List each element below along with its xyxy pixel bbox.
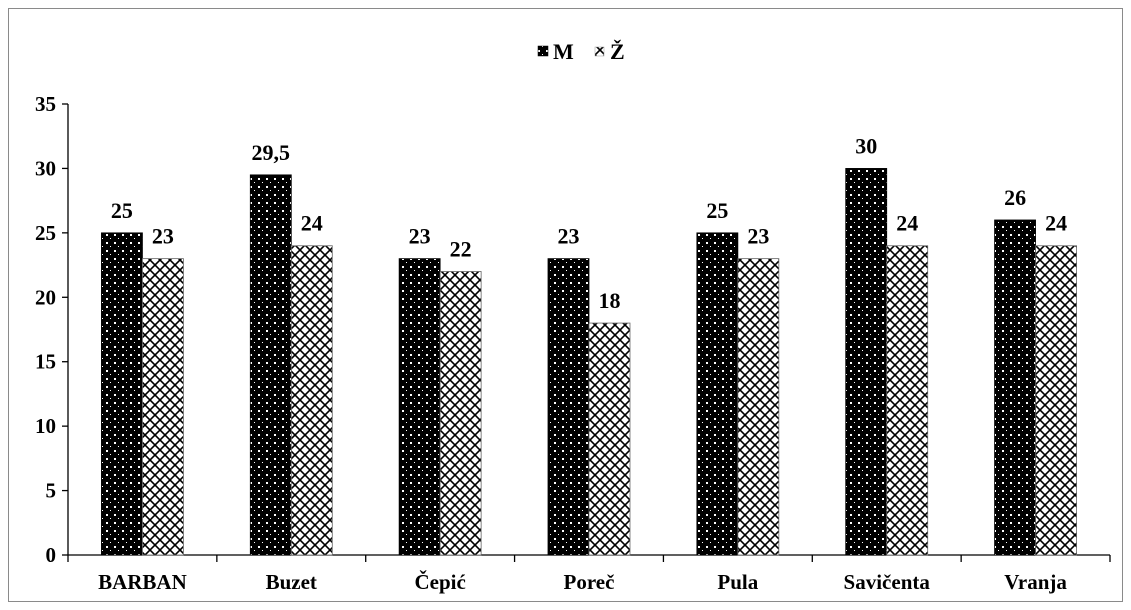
data-label-z: 24 xyxy=(1045,211,1067,236)
data-label-m: 23 xyxy=(558,224,580,249)
data-label-z: 23 xyxy=(747,224,769,249)
y-tick-label: 25 xyxy=(35,221,56,245)
bar-z xyxy=(588,322,631,556)
y-tick-label: 30 xyxy=(35,156,56,180)
data-label-z: 18 xyxy=(599,288,621,313)
bar-m xyxy=(994,219,1036,556)
bar-m xyxy=(249,174,292,556)
x-tick-label: BARBAN xyxy=(98,570,187,594)
legend-label-z: Ž xyxy=(610,39,625,64)
x-tick-label: Poreč xyxy=(564,570,615,594)
bar-m xyxy=(398,258,441,556)
bar-z xyxy=(1035,245,1077,556)
data-label-m: 25 xyxy=(111,198,133,223)
bar-z xyxy=(886,245,929,556)
bar-m xyxy=(547,258,590,556)
bar-z xyxy=(290,245,333,556)
x-tick-label: Vranja xyxy=(1004,570,1067,594)
bar-z xyxy=(142,258,184,556)
legend-swatch-z xyxy=(594,46,605,57)
x-tick-label: Pula xyxy=(717,570,758,594)
x-tick-label: Čepić xyxy=(414,570,465,594)
y-tick-label: 10 xyxy=(35,414,56,438)
data-label-z: 22 xyxy=(450,237,472,262)
data-label-z: 24 xyxy=(896,211,918,236)
bar-z xyxy=(737,258,780,556)
y-tick-label: 20 xyxy=(35,285,56,309)
data-label-m: 29,5 xyxy=(252,140,291,165)
legend: M Ž xyxy=(537,39,625,64)
bar-m xyxy=(696,232,739,556)
data-labels: 25 29,5 23 23 25 30 26 23 24 22 18 23 24 24 xyxy=(111,133,1067,313)
bar-m xyxy=(101,232,143,556)
data-label-m: 25 xyxy=(706,198,728,223)
data-label-m: 30 xyxy=(855,133,877,158)
y-tick-label: 35 xyxy=(35,92,56,116)
x-tick-label: Savičenta xyxy=(844,570,931,594)
data-label-z: 23 xyxy=(152,224,174,249)
data-label-m: 26 xyxy=(1004,185,1026,210)
y-tick-label: 15 xyxy=(35,350,56,374)
axes: 0 5 10 15 20 25 30 35 BARBAN Buzet Čepić Poreč Pula S… xyxy=(35,92,1111,594)
data-label-m: 23 xyxy=(409,224,431,249)
legend-label-m: M xyxy=(553,39,574,64)
x-tick-label: Buzet xyxy=(266,570,317,594)
y-tick-label: 0 xyxy=(46,543,57,567)
bar-z xyxy=(439,271,482,556)
legend-swatch-m xyxy=(537,45,549,57)
bar-m xyxy=(845,168,888,556)
bars xyxy=(101,168,1077,556)
y-tick-label: 5 xyxy=(46,479,57,503)
data-label-z: 24 xyxy=(301,211,323,236)
